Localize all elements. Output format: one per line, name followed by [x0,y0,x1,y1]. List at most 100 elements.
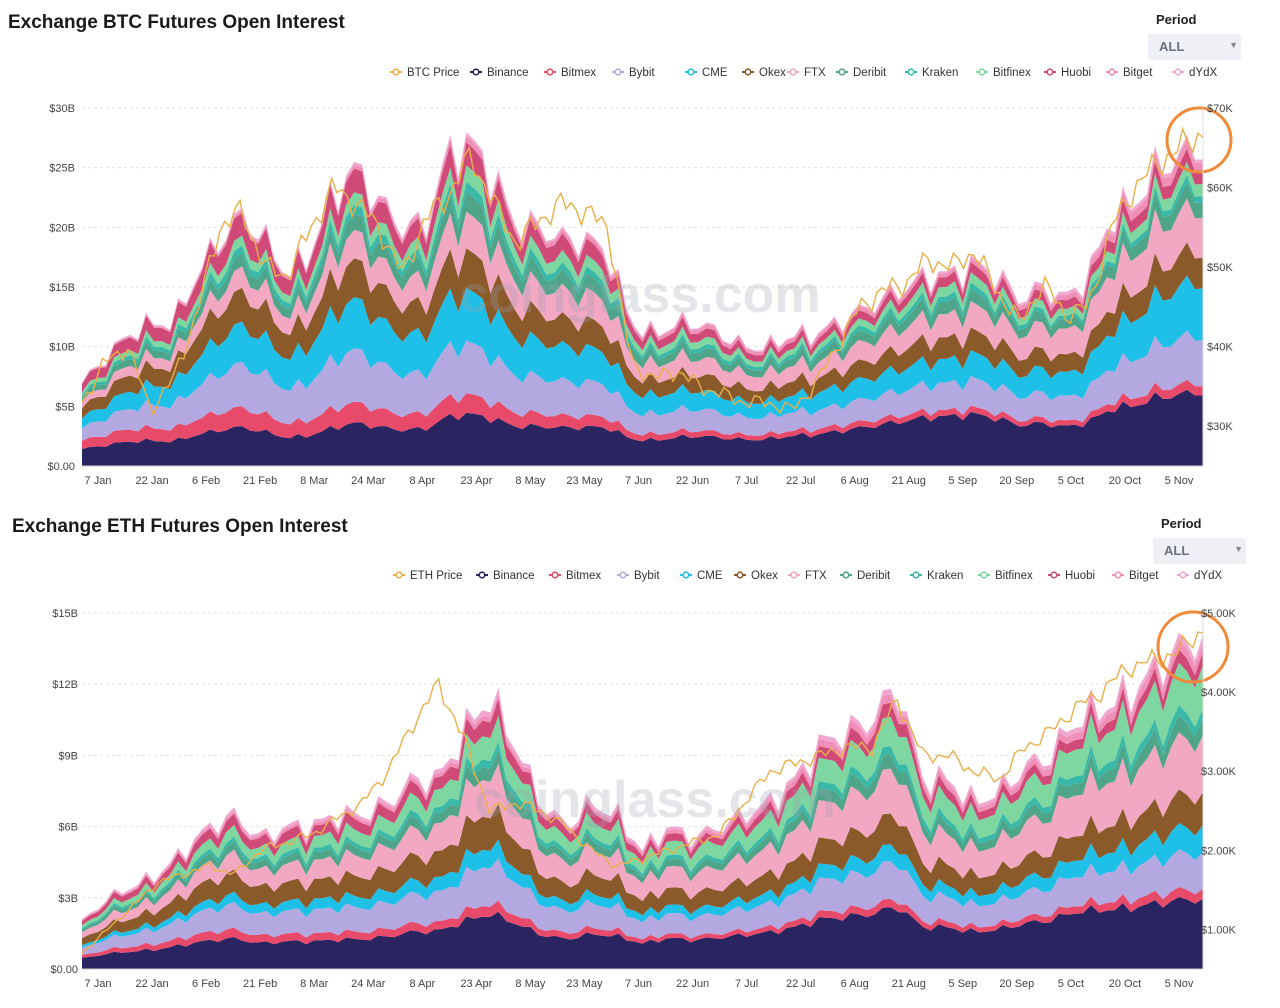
y2-tick-label: $4.00K [1201,687,1237,699]
legend-label: Bitget [1123,67,1153,79]
x-tick-label: 21 Aug [892,475,926,487]
legend-label: CME [702,67,728,79]
legend-marker [687,68,695,76]
legend-label: Kraken [927,570,963,582]
legend-item-ftx[interactable]: FTX [788,570,827,582]
x-tick-label: 8 May [515,475,545,487]
legend-item-bitget[interactable]: Bitget [1112,570,1159,582]
x-tick-label: 5 Oct [1058,978,1084,990]
x-tick-label: 23 May [566,475,603,487]
legend-item-cme[interactable]: CME [680,570,723,582]
highlight-circle [1156,610,1230,684]
x-tick-label: 23 Apr [460,978,492,990]
legend-marker [614,68,622,76]
y-tick-label: $0.00 [50,964,78,976]
x-tick-label: 22 Jun [676,978,709,990]
legend-marker [736,571,744,579]
area-ftx [82,198,1203,409]
legend-label: Okex [759,67,786,79]
legend-label: Deribit [853,67,887,79]
legend-label: Bitfinex [993,67,1031,79]
legend-label: CME [697,570,723,582]
area-okex [82,789,1203,946]
legend-item-bitmex[interactable]: Bitmex [544,67,596,79]
legend-item-bitmex[interactable]: Bitmex [549,570,601,582]
legend-item-binance[interactable]: Binance [476,570,535,582]
y-tick-label: $15B [49,282,75,294]
y-tick-label: $12B [52,679,78,691]
legend-item-eth-price[interactable]: ETH Price [393,570,462,582]
y-tick-label: $20B [49,222,75,234]
legend-item-btc-price[interactable]: BTC Price [390,67,459,79]
y2-tick-label: $60K [1207,183,1233,195]
x-tick-label: 8 May [515,978,545,990]
legend-item-okex[interactable]: Okex [742,67,786,79]
period-label: Period [1161,516,1202,531]
legend-marker [1114,571,1122,579]
legend-marker [1108,68,1116,76]
x-tick-label: 20 Sep [999,475,1034,487]
legend-label: Binance [493,570,535,582]
x-tick-label: 22 Jan [136,475,169,487]
area-huobi [82,142,1203,393]
legend-item-huobi[interactable]: Huobi [1048,570,1095,582]
x-tick-label: 7 Jun [625,475,652,487]
x-tick-label: 5 Sep [948,978,977,990]
legend-item-huobi[interactable]: Huobi [1044,67,1091,79]
y-tick-label: $9B [58,750,78,762]
x-tick-label: 7 Jan [85,978,112,990]
x-tick-label: 23 May [566,978,603,990]
period-select[interactable]: ALL ▼ [1153,538,1246,564]
legend-label: ETH Price [410,570,462,582]
legend-marker [1050,571,1058,579]
x-tick-label: 6 Feb [192,475,220,487]
y2-tick-label: $70K [1207,103,1233,115]
highlight-circle [1165,106,1233,174]
x-tick-label: 22 Jun [676,475,709,487]
legend-label: FTX [804,67,826,79]
chevron-down-icon: ▼ [1229,40,1238,50]
btc-oi-panel: coinglass.com $0.00 $5B $10B $15B $20B $25B $30… [0,0,1280,500]
legend-item-ftx[interactable]: FTX [787,67,826,79]
legend-label: dYdX [1189,67,1217,79]
legend-item-dydx[interactable]: dYdX [1177,570,1222,582]
legend-item-dydx[interactable]: dYdX [1172,67,1217,79]
legend-marker [790,571,798,579]
x-tick-label: 21 Feb [243,978,277,990]
legend-item-deribit[interactable]: Deribit [840,570,891,582]
legend-item-bybit[interactable]: Bybit [617,570,660,582]
chart-title: Exchange ETH Futures Open Interest [12,516,348,537]
legend-marker [682,571,690,579]
x-tick-label: 7 Jul [735,475,758,487]
legend-item-kraken[interactable]: Kraken [910,570,963,582]
y-tick-label: $0.00 [47,461,75,473]
legend-item-kraken[interactable]: Kraken [905,67,958,79]
x-tick-label: 24 Mar [351,475,386,487]
legend-item-bybit[interactable]: Bybit [612,67,655,79]
legend-marker [978,68,986,76]
eth-oi-panel: coinglass.com $0.00 $3B $6B $9B $12B $15B $1.00… [0,503,1280,1008]
x-tick-label: 5 Oct [1058,475,1084,487]
legend-item-deribit[interactable]: Deribit [836,67,887,79]
y2-tick-label: $30K [1207,421,1233,433]
legend-item-bitfinex[interactable]: Bitfinex [976,67,1031,79]
period-label: Period [1156,12,1197,27]
y2-tick-label: $2.00K [1201,845,1237,857]
legend-marker [472,68,480,76]
area-bybit [82,849,1203,955]
x-tick-label: 8 Mar [300,475,328,487]
period-select[interactable]: ALL ▼ [1148,34,1241,60]
legend-item-binance[interactable]: Binance [470,67,529,79]
legend-marker [392,68,400,76]
x-tick-label: 22 Jan [136,978,169,990]
x-tick-label: 6 Aug [841,978,869,990]
legend-item-okex[interactable]: Okex [734,570,778,582]
legend-item-cme[interactable]: CME [685,67,728,79]
area-okex [82,242,1203,419]
x-tick-label: 7 Jul [735,978,758,990]
btc-oi-chart: coinglass.com $0.00 $5B $10B $15B $20B $25B $30… [47,67,1233,487]
legend-item-bitget[interactable]: Bitget [1106,67,1153,79]
legend-marker [395,571,403,579]
legend-item-bitfinex[interactable]: Bitfinex [978,570,1033,582]
y-tick-label: $30B [49,103,75,115]
